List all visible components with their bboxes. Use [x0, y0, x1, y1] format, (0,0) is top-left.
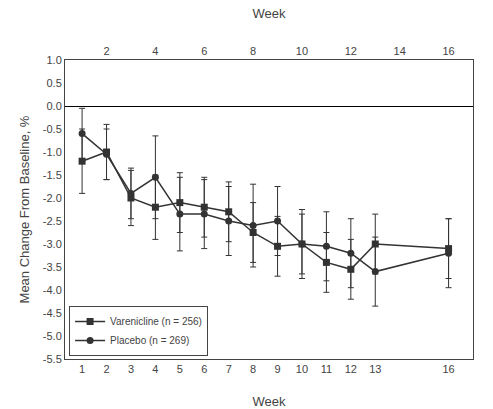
- svg-text:8: 8: [250, 363, 256, 375]
- svg-text:10: 10: [296, 363, 308, 375]
- svg-text:-1.0: -1.0: [43, 146, 62, 158]
- svg-text:Week: Week: [253, 394, 286, 409]
- svg-text:-2.0: -2.0: [43, 192, 62, 204]
- svg-text:10: 10: [296, 45, 308, 57]
- svg-text:Week: Week: [253, 6, 286, 21]
- svg-text:7: 7: [226, 363, 232, 375]
- svg-text:Mean Change From Baseline, %: Mean Change From Baseline, %: [17, 115, 32, 303]
- svg-text:1: 1: [79, 363, 85, 375]
- svg-text:12: 12: [345, 363, 357, 375]
- svg-text:6: 6: [201, 363, 207, 375]
- svg-text:5: 5: [177, 363, 183, 375]
- svg-text:-3.0: -3.0: [43, 238, 62, 250]
- svg-text:9: 9: [274, 363, 280, 375]
- svg-text:2: 2: [103, 45, 109, 57]
- svg-text:Placebo (n = 269): Placebo (n = 269): [110, 335, 189, 346]
- svg-text:1.0: 1.0: [47, 54, 62, 66]
- svg-text:8: 8: [250, 45, 256, 57]
- svg-text:-4.0: -4.0: [43, 284, 62, 296]
- svg-text:-3.5: -3.5: [43, 261, 62, 273]
- svg-text:6: 6: [201, 45, 207, 57]
- svg-text:-5.5: -5.5: [43, 353, 62, 365]
- svg-text:4: 4: [152, 363, 158, 375]
- svg-text:3: 3: [128, 363, 134, 375]
- svg-text:12: 12: [345, 45, 357, 57]
- svg-text:11: 11: [321, 363, 332, 375]
- svg-text:0.5: 0.5: [47, 77, 62, 89]
- svg-text:Varenicline (n = 256): Varenicline (n = 256): [110, 316, 202, 327]
- svg-text:-4.5: -4.5: [43, 307, 62, 319]
- svg-text:4: 4: [152, 45, 158, 57]
- svg-text:16: 16: [442, 45, 454, 57]
- svg-text:16: 16: [442, 363, 454, 375]
- svg-text:14: 14: [394, 45, 406, 57]
- svg-text:-0.5: -0.5: [43, 123, 62, 135]
- svg-text:-1.5: -1.5: [43, 169, 62, 181]
- svg-text:-5.0: -5.0: [43, 330, 62, 342]
- svg-text:2: 2: [103, 363, 109, 375]
- svg-text:13: 13: [369, 363, 381, 375]
- svg-text:0.0: 0.0: [47, 100, 62, 112]
- svg-text:-2.5: -2.5: [43, 215, 62, 227]
